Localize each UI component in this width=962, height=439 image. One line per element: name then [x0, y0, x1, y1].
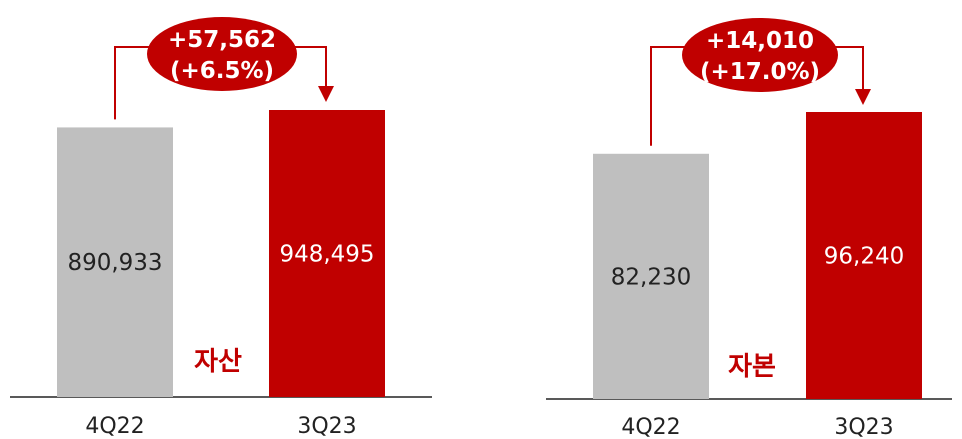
change-percent-assets: (+6.5%): [170, 58, 274, 84]
value-label-equity-3q23: 96,240: [824, 244, 904, 270]
change-percent-equity: (+17.0%): [700, 59, 820, 85]
bar-assets-4q22: [57, 127, 173, 398]
category-label-assets-3q23: 3Q23: [297, 414, 356, 439]
change-amount-assets: +57,562: [168, 27, 276, 53]
panel-equity: 82,230 96,240 4Q22 3Q23 자본 +14,010 (+17.…: [546, 18, 952, 439]
panel-assets: 890,933 948,495 4Q22 3Q23 자산 +57,562 (+6…: [10, 17, 432, 439]
change-bubble-assets: [147, 17, 297, 91]
category-label-equity-3q23: 3Q23: [834, 415, 893, 439]
bar-equity-3q23: [806, 112, 922, 399]
change-amount-equity: +14,010: [706, 28, 814, 54]
category-label-assets-4q22: 4Q22: [85, 414, 144, 439]
bar-equity-4q22: [593, 153, 709, 399]
value-label-assets-3q23: 948,495: [279, 242, 374, 268]
category-label-equity-4q22: 4Q22: [621, 415, 680, 439]
panel-label-assets: 자산: [194, 347, 242, 377]
panel-label-equity: 자본: [728, 352, 776, 382]
value-label-assets-4q22: 890,933: [67, 250, 162, 276]
change-bubble-equity: [682, 18, 838, 92]
value-label-equity-4q22: 82,230: [611, 264, 691, 290]
bar-assets-3q23: [269, 110, 385, 397]
